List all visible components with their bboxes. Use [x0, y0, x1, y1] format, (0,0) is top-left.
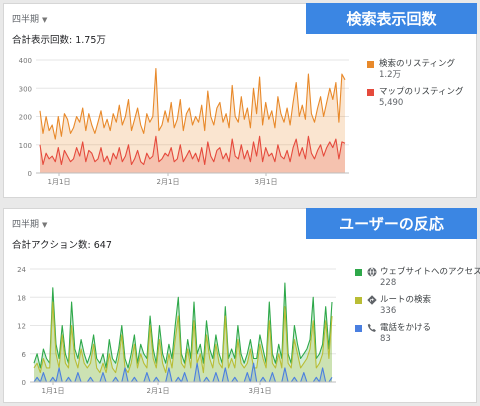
y-tick-label: 200 [19, 114, 32, 122]
globe-icon [367, 267, 377, 277]
y-tick-label: 0 [28, 170, 32, 178]
legend-label: 電話をかける [380, 323, 432, 333]
series-line-1 [33, 301, 333, 374]
impressions-chart: 0 100 200 300 400 1月1日 2月1日 3月1日 [19, 57, 349, 186]
panel-banner: 検索表示回数 [306, 3, 477, 34]
total-impressions: 合計表示回数: 1.75万 [12, 35, 106, 46]
period-dropdown[interactable]: 四半期 ▼ [12, 12, 47, 25]
directions-icon [367, 295, 377, 305]
series-area-0 [40, 68, 345, 173]
legend-value: 5,490 [379, 98, 404, 108]
legend-value: 336 [380, 306, 397, 316]
y-tick-label: 100 [19, 142, 32, 150]
chevron-down-icon: ▼ [42, 16, 48, 24]
series-line-1 [39, 135, 346, 166]
x-tick-label: 1月1日 [42, 387, 65, 395]
x-tick-label: 2月1日 [157, 178, 180, 186]
legend-swatch [355, 269, 362, 276]
period-dropdown[interactable]: 四半期 ▼ [12, 217, 47, 230]
legend-label: ルートの検索 [380, 295, 432, 305]
y-tick-label: 6 [22, 351, 27, 359]
legend-label: ウェブサイトへのアクセス [380, 267, 480, 277]
legend-swatch [367, 89, 374, 96]
period-label: 四半期 [12, 15, 40, 25]
phone-icon [367, 323, 376, 332]
legend-swatch [355, 297, 362, 304]
series-line-0 [39, 67, 346, 140]
legend-value: 1.2万 [379, 70, 402, 80]
legend-value: 228 [380, 278, 397, 288]
impressions-panel: 四半期 ▼ 合計表示回数: 1.75万 検索表示回数 0 100 200 300 400 1… [3, 3, 477, 198]
legend-label: マップのリスティング [379, 87, 464, 97]
actions-panel: 四半期 ▼ 合計アクション数: 647 ユーザーの反応 0 6 12 18 24 1月1日 2… [3, 208, 480, 403]
x-tick-label: 2月1日 [147, 387, 170, 395]
y-tick-label: 0 [22, 379, 26, 387]
x-tick-label: 3月1日 [255, 178, 278, 186]
legend-swatch [367, 61, 374, 68]
total-actions: 合計アクション数: 647 [12, 240, 112, 251]
series-area-1 [40, 136, 345, 173]
actions-chart: 0 6 12 18 24 1月1日 2月1日 3月1日 [17, 266, 336, 395]
legend-swatch [355, 325, 362, 332]
y-tick-label: 18 [17, 294, 26, 302]
y-tick-label: 12 [17, 323, 26, 331]
series-line-0 [33, 282, 333, 369]
panel-banner: ユーザーの反応 [306, 208, 477, 239]
chevron-down-icon: ▼ [42, 221, 48, 229]
period-label: 四半期 [12, 220, 40, 230]
y-tick-label: 300 [19, 85, 32, 93]
y-tick-label: 24 [17, 266, 26, 274]
legend-label: 検索のリスティング [379, 59, 455, 69]
x-tick-label: 1月1日 [48, 178, 71, 186]
y-tick-label: 400 [19, 57, 32, 65]
x-tick-label: 3月1日 [249, 387, 272, 395]
legend-value: 83 [380, 334, 391, 344]
